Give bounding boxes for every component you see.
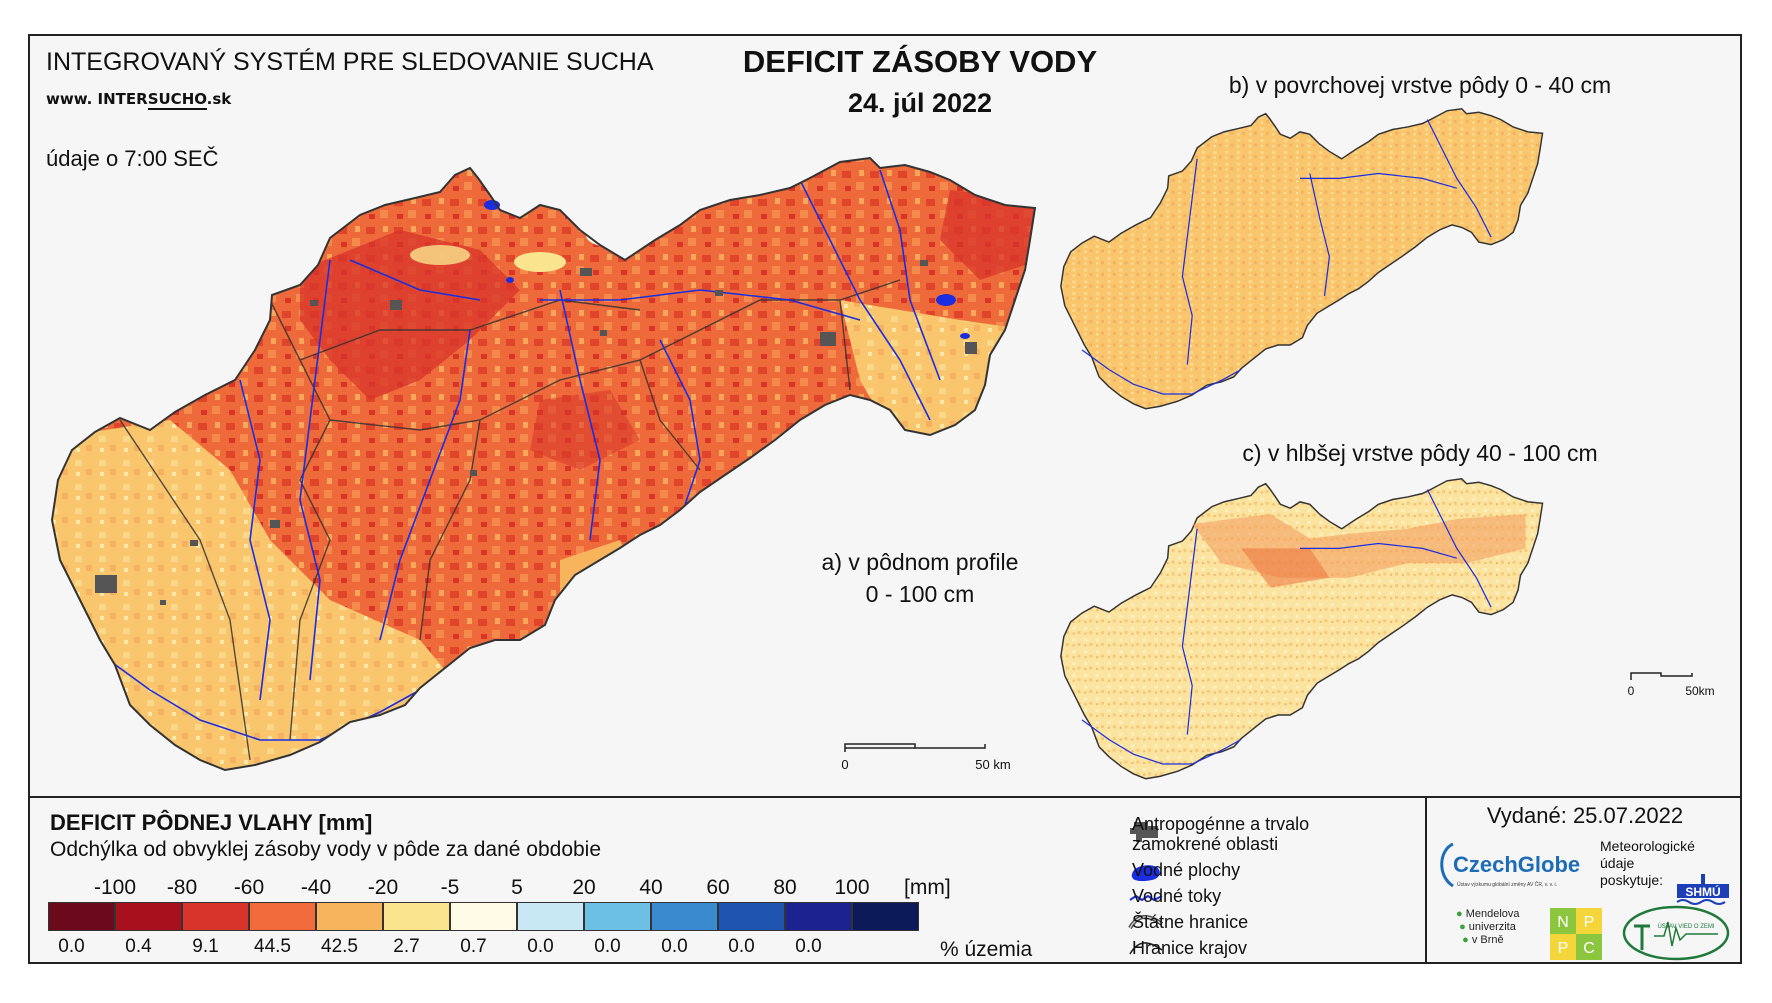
main-title: DEFICIT ZÁSOBY VODY — [742, 44, 1098, 79]
legend-percent-label: 0.0 — [527, 936, 554, 957]
map-a-label-line1: a) v pôdnom profile — [821, 549, 1019, 575]
legend-percent-unit: % územia — [940, 938, 1033, 961]
meteo-line3: poskytuje: — [1600, 872, 1664, 888]
nppc-logo: N P P C — [1550, 908, 1602, 960]
state-border-icon — [1128, 915, 1164, 930]
legend-percent-label: 44.5 — [254, 936, 291, 957]
system-title: INTEGROVANÝ SYSTÉM PRE SLEDOVANIE SUCHA — [46, 48, 654, 76]
legend-percent-label: 2.7 — [393, 936, 420, 957]
nppc-c: C — [1583, 940, 1595, 957]
legend-threshold-label: -5 — [440, 876, 460, 899]
legend-percent-label: 0.0 — [728, 936, 755, 957]
scale-bar-main — [844, 743, 986, 752]
map-a-label: a) v pôdnom profile 0 - 100 cm — [780, 546, 1060, 610]
legend-threshold-label: 60 — [706, 876, 730, 899]
meteo-credit: Meteorologické údaje poskytuje: — [1600, 838, 1695, 889]
legend-swatch — [517, 902, 584, 931]
legend-percent-label: 0.0 — [661, 936, 688, 957]
legend-swatch — [115, 902, 182, 931]
main-date: 24. júl 2022 — [847, 88, 993, 118]
main-map — [51, 157, 1036, 771]
symbol-region-border: Hranice krajov — [1132, 938, 1248, 958]
river-icon — [1129, 894, 1163, 902]
legend-subtitle: Odchýlka od obvyklej zásoby vody v pôde … — [50, 838, 602, 861]
symbol-water-bodies: Vodné plochy — [1132, 860, 1241, 880]
website-suffix: .sk — [206, 90, 232, 108]
map-c — [1060, 478, 1544, 780]
legend-threshold-label: 5 — [511, 876, 523, 899]
legend-percent-label: 9.1 — [192, 936, 219, 957]
credits-panel — [1425, 796, 1742, 964]
map-a-label-line2: 0 - 100 cm — [865, 581, 975, 607]
symbol-rivers: Vodné toky — [1132, 886, 1222, 906]
website-prefix: www. INTER — [46, 90, 148, 108]
legend-swatch — [718, 902, 785, 931]
czechglobe-subtext: Ústav výzkumu globální změny AV ČR, v. v… — [1457, 881, 1557, 888]
legend-threshold-label: 40 — [639, 876, 663, 899]
legend-threshold-label: 80 — [773, 876, 797, 899]
scale-main-end: 50 km — [975, 757, 1010, 772]
legend-swatch — [316, 902, 383, 931]
nppc-n: N — [1557, 914, 1569, 931]
legend-percent-label: 0.0 — [594, 936, 621, 957]
legend-threshold-label: 100 — [834, 876, 870, 899]
legend-swatch — [852, 902, 919, 931]
mendel-line3: v Brně — [1471, 934, 1504, 946]
legend-swatch — [48, 902, 115, 931]
legend-swatch — [182, 902, 249, 931]
legend-percent-label: 0.7 — [460, 936, 487, 957]
scale-small-end: 50km — [1685, 684, 1714, 698]
shmu-logo: SHMÚ — [1676, 874, 1729, 905]
map-c-label: c) v hlbšej vrstve pôdy 40 - 100 cm — [1242, 440, 1598, 466]
uvz-logo: ÚSTAV VIED O ZEMI — [1622, 905, 1730, 961]
urban-area-icon — [1130, 822, 1158, 842]
scale-main-zero: 0 — [841, 757, 848, 772]
legend-swatch — [249, 902, 316, 931]
legend-title: DEFICIT PÔDNEJ VLAHY [mm] — [50, 810, 373, 835]
legend-swatch — [651, 902, 718, 931]
legend-threshold-label: -40 — [300, 876, 332, 899]
legend-percent-label: 42.5 — [321, 936, 358, 957]
mendel-line1: Mendelova — [1465, 908, 1520, 920]
czechglobe-logo: CzechGlobe Ústav výzkumu globální změny … — [1440, 842, 1580, 888]
legend-panel — [28, 796, 1742, 964]
symbol-urban-line1: Antropogénne a trvalo — [1132, 814, 1310, 834]
legend-threshold-label: 20 — [572, 876, 596, 899]
legend-threshold-label: -60 — [233, 876, 265, 899]
mendel-line2: univerzita — [1468, 921, 1516, 933]
legend-percent-label: 0.4 — [125, 936, 152, 957]
czechglobe-text: CzechGlobe — [1453, 852, 1580, 877]
uvz-text: ÚSTAV VIED O ZEMI — [1657, 923, 1714, 930]
nppc-p1: P — [1584, 914, 1595, 931]
website-link[interactable]: www. INTERSUCHO.sk — [46, 90, 232, 110]
scale-bar-small — [1630, 672, 1693, 680]
legend-unit: [mm] — [904, 876, 951, 899]
legend-percent-label: 0.0 — [58, 936, 85, 957]
legend-swatch — [450, 902, 517, 931]
symbol-state-border: Štátne hranice — [1132, 912, 1249, 932]
legend-swatch — [383, 902, 450, 931]
website-highlight: SUCHO — [147, 90, 207, 110]
symbol-urban-line2: zamokrené oblasti — [1132, 834, 1279, 854]
shmu-text: SHMÚ — [1685, 884, 1720, 899]
scale-small-zero: 0 — [1628, 684, 1635, 698]
legend-threshold-label: -100 — [93, 876, 137, 899]
meteo-line2: údaje — [1600, 855, 1635, 871]
nppc-p2: P — [1558, 940, 1569, 957]
legend-swatch — [785, 902, 852, 931]
issued-date: Vydané: 25.07.2022 — [1486, 803, 1684, 828]
legend-threshold-label: -80 — [166, 876, 198, 899]
data-time-note: údaje o 7:00 SEČ — [46, 146, 219, 171]
water-body-icon — [1131, 865, 1160, 882]
mendel-logo: ● Mendelova ● univerzita ● v Brně — [1456, 908, 1520, 946]
legend-swatch — [584, 902, 651, 931]
meteo-line1: Meteorologické — [1600, 838, 1695, 854]
legend-threshold-label: -20 — [367, 876, 399, 899]
map-b — [1060, 108, 1544, 410]
region-border-icon — [1129, 942, 1163, 955]
legend-percent-label: 0.0 — [795, 936, 822, 957]
map-b-label: b) v povrchovej vrstve pôdy 0 - 40 cm — [1228, 72, 1612, 98]
